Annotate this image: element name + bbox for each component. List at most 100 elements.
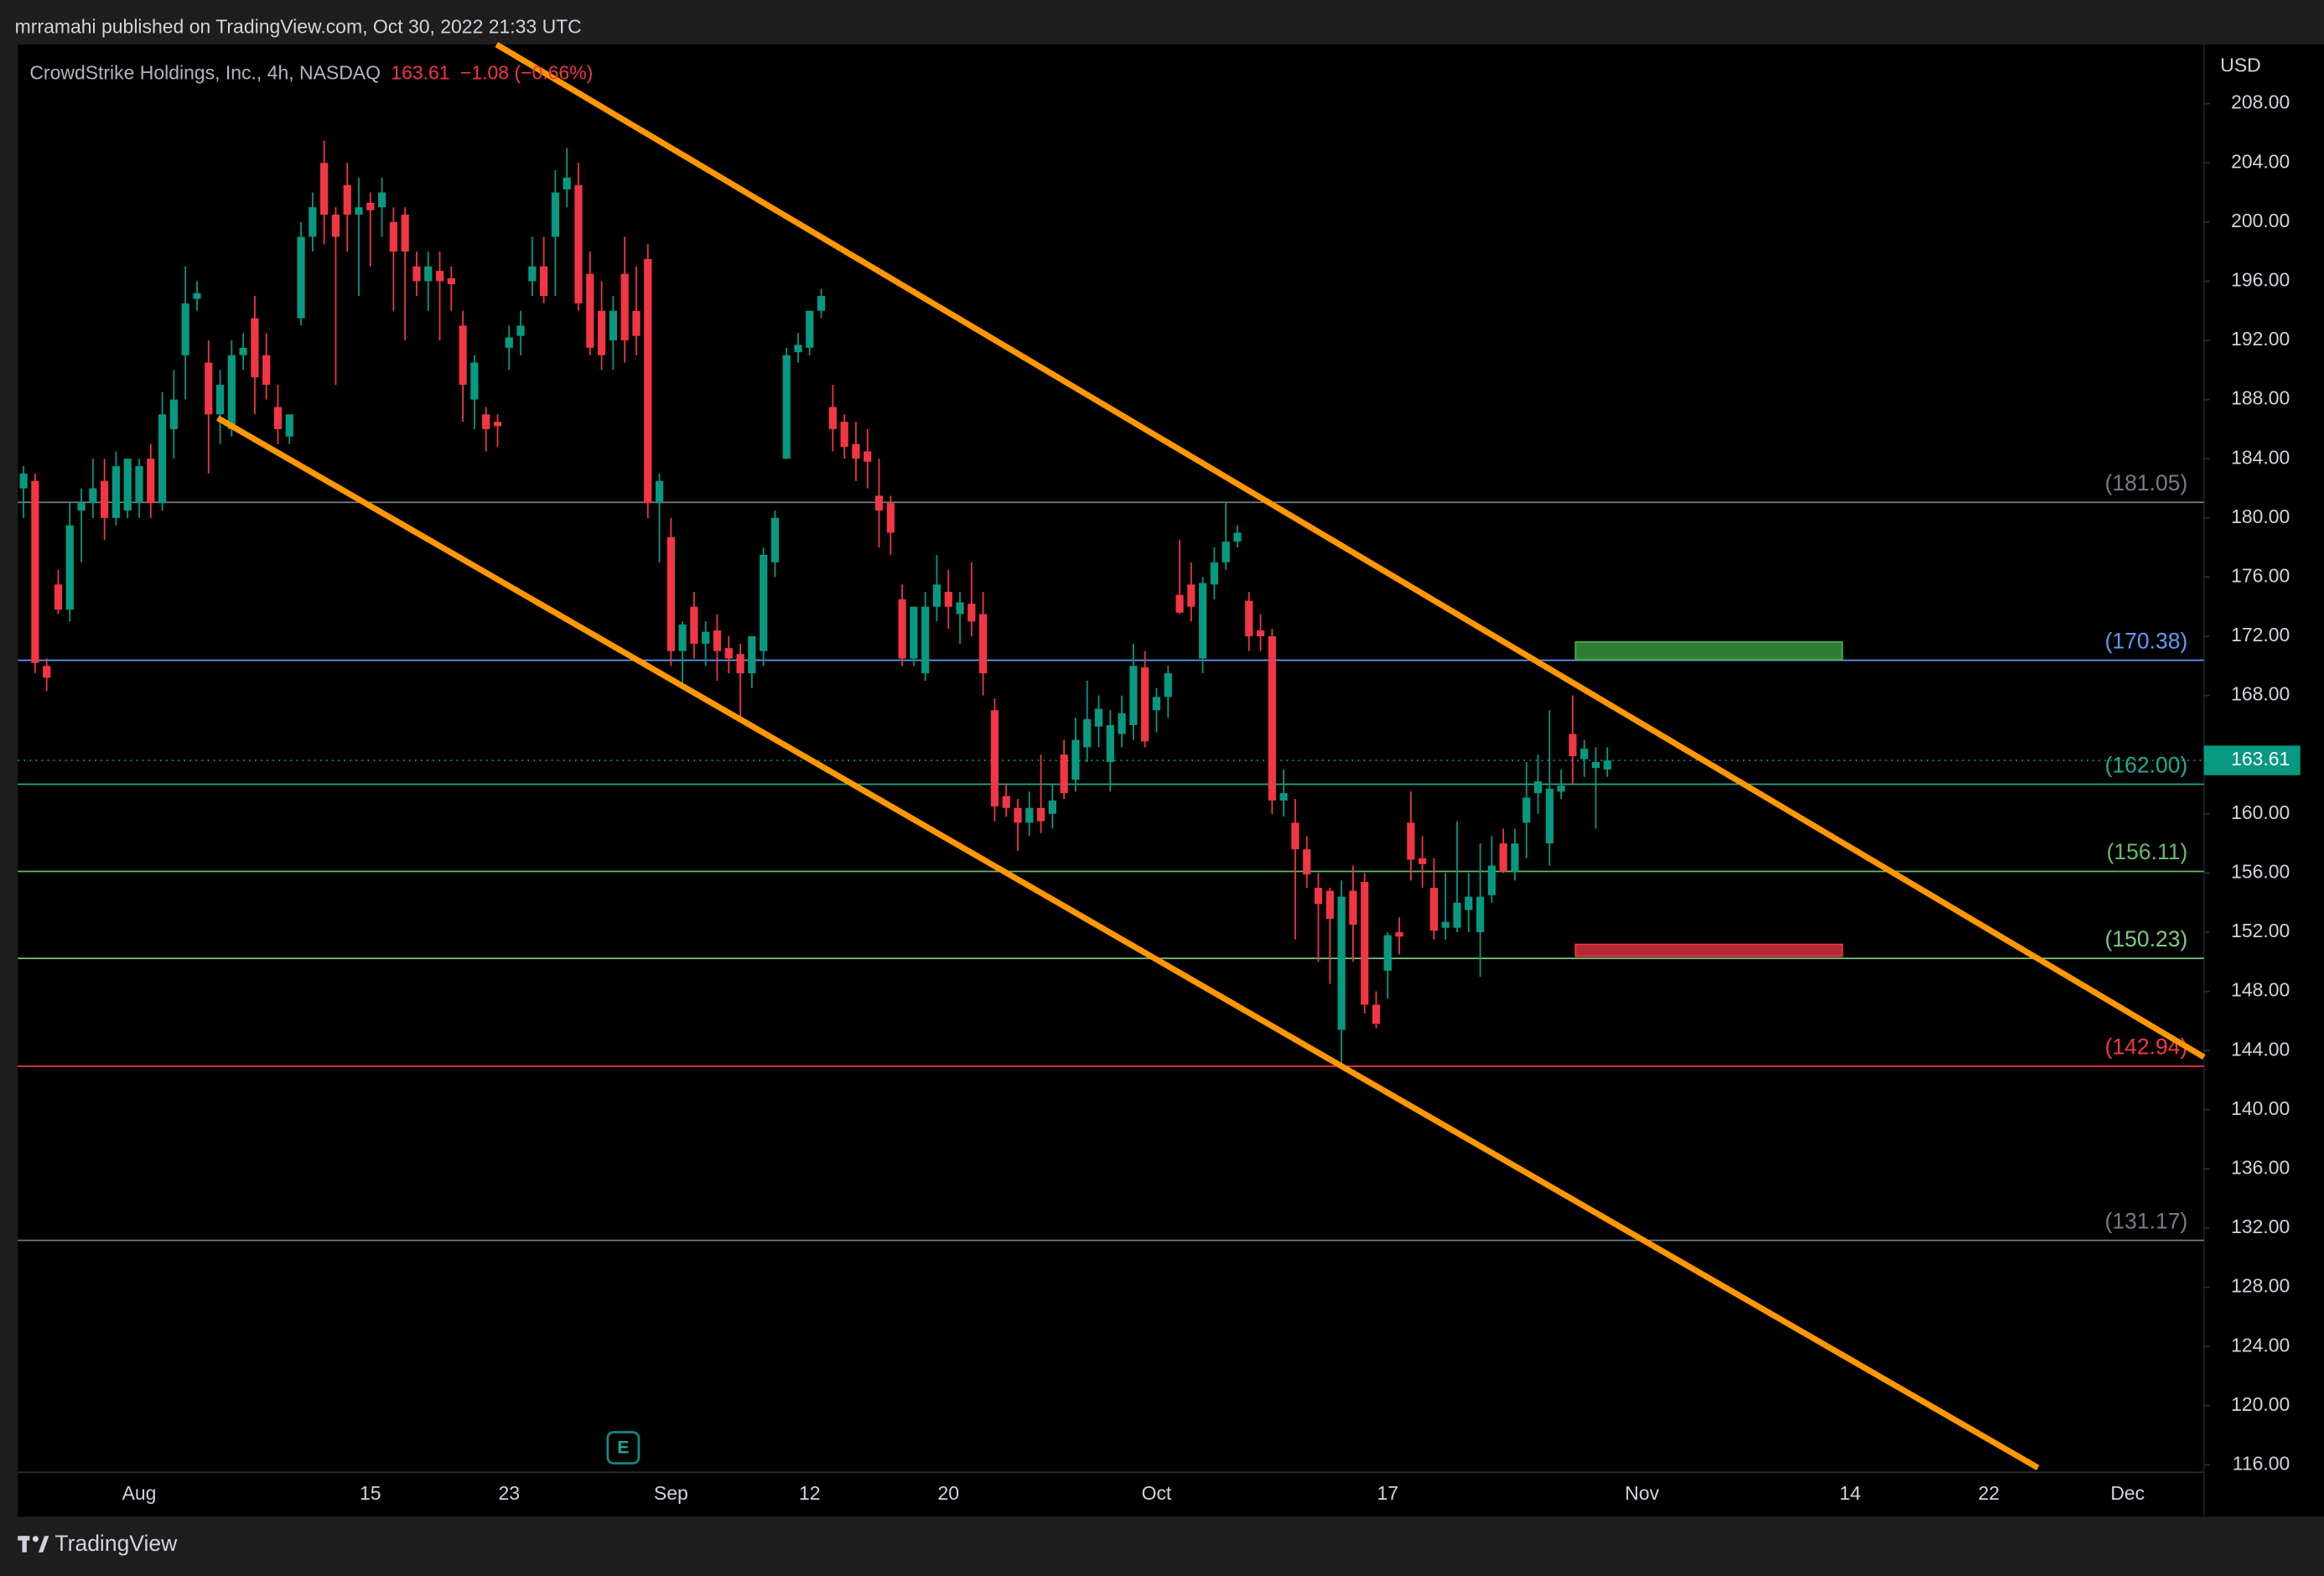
candle-body <box>1314 888 1323 905</box>
y-tick-label: 172.00 <box>2231 624 2290 645</box>
x-tick-label: 14 <box>1839 1482 1861 1504</box>
candle-body <box>355 207 363 215</box>
brand-logo <box>18 1536 49 1553</box>
logo-part <box>32 1536 39 1542</box>
candle-body <box>1487 865 1496 895</box>
candle-body <box>1523 797 1531 823</box>
candle-body <box>724 648 733 659</box>
level-label: (150.23) <box>2105 926 2188 951</box>
candle-body <box>1383 935 1392 971</box>
candle-body <box>54 584 63 610</box>
y-tick-label: 144.00 <box>2231 1038 2290 1060</box>
candle-body <box>1187 584 1196 607</box>
x-tick-label: 12 <box>799 1482 821 1504</box>
y-tick-label: 192.00 <box>2231 328 2290 350</box>
candle-body <box>1106 724 1114 763</box>
candle-body <box>678 624 687 651</box>
y-tick-label: 124.00 <box>2231 1334 2290 1356</box>
candle-body <box>251 318 259 378</box>
y-tick-label: 188.00 <box>2231 387 2290 409</box>
candle-body <box>840 422 848 448</box>
candle-body <box>551 192 560 237</box>
publisher: mrramahi published on TradingView.com, O… <box>15 16 582 38</box>
candle-body <box>1060 754 1068 794</box>
candle-body <box>205 362 213 415</box>
candle-body <box>447 277 455 284</box>
candle-body <box>713 630 722 651</box>
candle-body <box>227 355 236 429</box>
candle-body <box>1014 807 1022 823</box>
candle-body <box>620 273 629 341</box>
candle-body <box>147 459 155 504</box>
candle-body <box>632 310 641 336</box>
x-tick-label: Sep <box>654 1482 688 1504</box>
candle-body <box>320 163 329 215</box>
x-tick-label: 22 <box>1979 1482 2000 1504</box>
candle-body <box>644 258 652 504</box>
candle-body <box>89 488 97 504</box>
candle-body <box>1083 718 1092 748</box>
candle-body <box>412 266 421 282</box>
candle-body <box>309 207 317 237</box>
candle-body <box>470 362 479 400</box>
candle-body <box>1476 896 1485 933</box>
candle-body <box>770 517 780 562</box>
candle-body <box>597 310 606 355</box>
candle-body <box>1048 800 1056 814</box>
candle-body <box>1337 896 1346 1030</box>
candle-body <box>262 355 271 385</box>
candle-body <box>1245 600 1253 637</box>
candle-body <box>1557 785 1565 792</box>
candle-body <box>1325 890 1334 920</box>
candle-body <box>239 347 247 355</box>
candle-body <box>586 273 594 348</box>
candle-body <box>77 503 86 511</box>
candle-body <box>736 654 744 674</box>
y-tick-label: 128.00 <box>2231 1275 2290 1297</box>
candle-body <box>702 631 710 644</box>
candle-body <box>482 414 490 429</box>
candle-body <box>690 606 698 644</box>
candle-body <box>1291 822 1299 850</box>
y-tick-label: 132.00 <box>2231 1216 2290 1237</box>
candle-body <box>1118 713 1126 734</box>
candle-body <box>956 602 964 614</box>
x-tick-label: 17 <box>1377 1482 1398 1504</box>
candle-body <box>1164 673 1172 697</box>
candle-body <box>1499 843 1507 872</box>
candle-body <box>1545 788 1554 844</box>
y-tick-label: 148.00 <box>2231 979 2290 1001</box>
candle-body <box>1453 902 1461 928</box>
candle-body <box>852 443 860 459</box>
candle-body <box>1094 708 1103 727</box>
candle-body <box>1407 822 1415 860</box>
candle-body <box>1175 594 1184 613</box>
y-tick-label: 120.00 <box>2231 1393 2290 1415</box>
candle-body <box>806 310 814 348</box>
candle-body <box>655 480 664 504</box>
candle-body <box>1141 667 1149 742</box>
candle-body <box>435 271 444 282</box>
candle-body <box>1036 807 1045 822</box>
candle-body <box>1071 739 1080 780</box>
brand: TradingView <box>54 1531 178 1556</box>
candle-body <box>343 184 351 215</box>
candle-body <box>979 614 988 674</box>
target-zone <box>1574 640 1844 661</box>
candle-body <box>910 606 918 659</box>
candle-body <box>1603 760 1611 770</box>
candle-body <box>528 266 537 282</box>
candle-body <box>505 337 513 348</box>
y-tick-label: 184.00 <box>2231 446 2290 468</box>
y-tick-label: 196.00 <box>2231 269 2290 291</box>
candle-body <box>748 636 756 674</box>
candle-body <box>932 584 942 607</box>
candle-body <box>424 266 433 282</box>
candle-body <box>1233 532 1242 542</box>
level-label: (156.11) <box>2107 839 2188 864</box>
candle-body <box>1465 896 1473 910</box>
channel-upper <box>495 42 2206 1060</box>
candle-body <box>1591 762 1600 769</box>
candle-body <box>366 202 375 210</box>
